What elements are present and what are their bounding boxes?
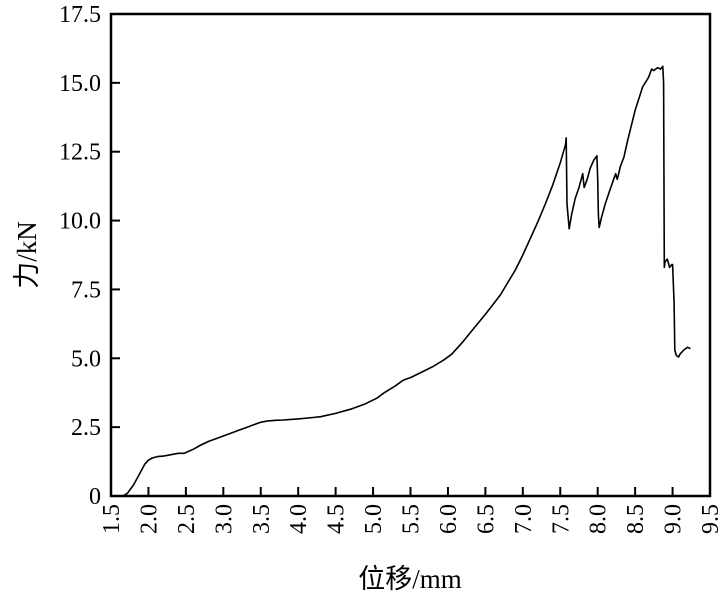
- x-tick-label: 8.5: [623, 504, 649, 534]
- x-tick-label: 2.5: [174, 504, 200, 534]
- x-tick-label: 4.5: [324, 504, 350, 534]
- series-line: [122, 65, 691, 497]
- x-tick-label: 8.0: [586, 504, 612, 534]
- x-tick-label: 3.0: [211, 504, 237, 534]
- y-tick-label: 15.0: [59, 71, 101, 97]
- y-tick-label: 0: [89, 484, 101, 510]
- y-tick-label: 17.5: [59, 2, 101, 28]
- x-tick-label: 9.5: [698, 504, 723, 534]
- x-tick-label: 3.5: [249, 504, 275, 534]
- y-tick-label: 2.5: [71, 415, 101, 441]
- x-axis-ticks: 1.5 2.0 2.5 3.0 3.5 4.0 4.5 5.0 5.5 6.0 6.5 7.0 7.5 8…: [99, 487, 723, 534]
- x-tick-label: 6.5: [473, 504, 499, 534]
- y-tick-label: 10.0: [59, 209, 101, 235]
- x-tick-label: 9.0: [661, 504, 687, 534]
- y-axis-ticks: 0 2.5 5.0 7.5 10.0 12.5 15.0 17.5: [59, 2, 120, 510]
- x-tick-label: 5.0: [361, 504, 387, 534]
- y-axis-label: 力/kN: [12, 221, 42, 289]
- x-tick-label: 7.0: [511, 504, 537, 534]
- y-tick-label: 12.5: [59, 140, 101, 166]
- x-tick-label: 5.5: [399, 504, 425, 534]
- x-tick-label: 4.0: [286, 504, 312, 534]
- x-axis-label: 位移/mm: [358, 564, 462, 594]
- x-tick-label: 2.0: [136, 504, 162, 534]
- x-tick-label: 6.0: [436, 504, 462, 534]
- plot-content: [122, 65, 691, 497]
- x-tick-label: 1.5: [99, 504, 125, 534]
- y-tick-label: 7.5: [71, 277, 101, 303]
- y-tick-label: 5.0: [71, 346, 101, 372]
- plot-frame: [109, 12, 712, 498]
- x-tick-label: 7.5: [548, 504, 574, 534]
